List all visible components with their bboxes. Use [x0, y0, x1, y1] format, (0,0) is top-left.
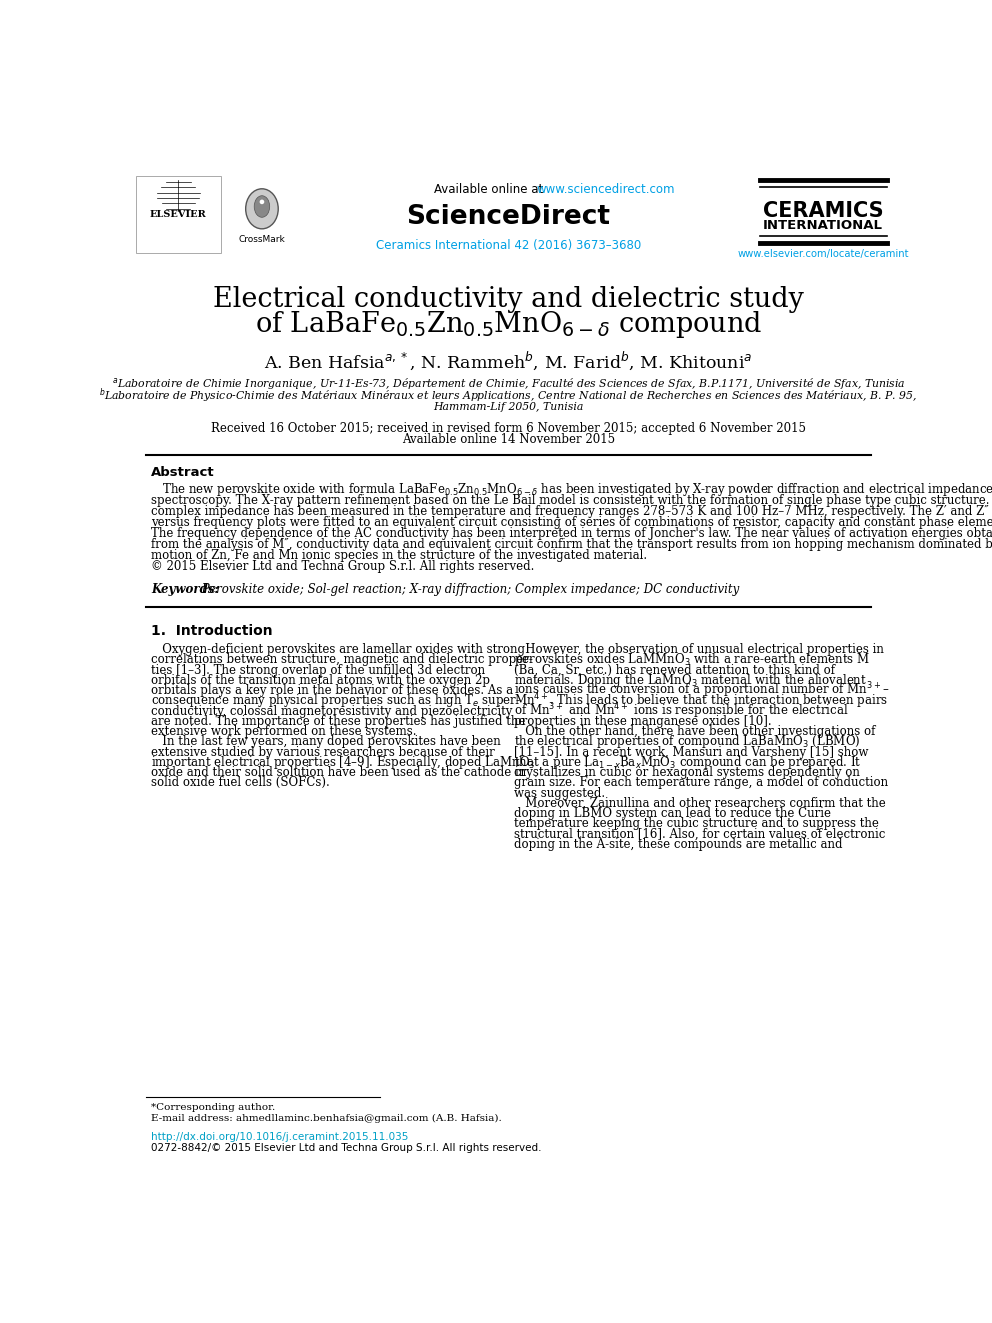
Text: $^{b}$Laboratoire de Physico-Chimie des Matériaux Minéraux et leurs Applications: $^{b}$Laboratoire de Physico-Chimie des … — [99, 386, 918, 405]
Text: www.elsevier.com/locate/ceramint: www.elsevier.com/locate/ceramint — [737, 249, 909, 259]
Text: orbitals of the transition metal atoms with the oxygen 2p: orbitals of the transition metal atoms w… — [151, 673, 490, 687]
Text: Perovskite oxide; Sol-gel reaction; X-ray diffraction; Complex impedance; DC con: Perovskite oxide; Sol-gel reaction; X-ra… — [198, 583, 740, 597]
Text: doping in LBMO system can lead to reduce the Curie: doping in LBMO system can lead to reduce… — [514, 807, 831, 820]
Ellipse shape — [254, 196, 270, 217]
Text: INTERNATIONAL: INTERNATIONAL — [763, 220, 883, 233]
Text: Moreover, Zainullina and other researchers confirm that the: Moreover, Zainullina and other researche… — [514, 796, 886, 810]
Text: spectroscopy. The X-ray pattern refinement based on the Le Bail model is consist: spectroscopy. The X-ray pattern refineme… — [151, 495, 992, 507]
Text: was suggested.: was suggested. — [514, 787, 605, 799]
Text: In the last few years, many doped perovskites have been: In the last few years, many doped perovs… — [151, 736, 501, 749]
Text: extensive work performed on these systems.: extensive work performed on these system… — [151, 725, 417, 738]
Text: structural transition [16]. Also, for certain values of electronic: structural transition [16]. Also, for ce… — [514, 828, 885, 840]
Text: ties [1–3]. The strong overlap of the unfilled 3d electron: ties [1–3]. The strong overlap of the un… — [151, 664, 485, 676]
Text: important electrical properties [4–9]. Especially, doped LaMnO$_3$: important electrical properties [4–9]. E… — [151, 754, 536, 771]
Text: Available online 14 November 2015: Available online 14 November 2015 — [402, 433, 615, 446]
Text: Electrical conductivity and dielectric study: Electrical conductivity and dielectric s… — [213, 286, 804, 314]
Ellipse shape — [246, 189, 278, 229]
Text: CERAMICS: CERAMICS — [763, 201, 883, 221]
Text: correlations between structure, magnetic and dielectric proper-: correlations between structure, magnetic… — [151, 654, 533, 667]
Text: http://dx.doi.org/10.1016/j.ceramint.2015.11.035: http://dx.doi.org/10.1016/j.ceramint.201… — [151, 1131, 409, 1142]
Text: Received 16 October 2015; received in revised form 6 November 2015; accepted 6 N: Received 16 October 2015; received in re… — [211, 422, 806, 435]
Text: Oxygen-deficient perovskites are lamellar oxides with strong: Oxygen-deficient perovskites are lamella… — [151, 643, 525, 656]
Text: 1.  Introduction: 1. Introduction — [151, 624, 273, 638]
Text: the electrical properties of compound LaBaMnO$_3$ (LBMO): the electrical properties of compound La… — [514, 733, 860, 750]
Text: (Ba, Ca, Sr, etc.) has renewed attention to this kind of: (Ba, Ca, Sr, etc.) has renewed attention… — [514, 664, 835, 676]
Text: grain size. For each temperature range, a model of conduction: grain size. For each temperature range, … — [514, 777, 888, 790]
Text: conductivity, colossal magnetoresistivity and piezoelectricity: conductivity, colossal magnetoresistivit… — [151, 705, 513, 717]
Text: $^{a}$Laboratoire de Chimie Inorganique, Ur-11-Es-73, Département de Chimie, Fac: $^{a}$Laboratoire de Chimie Inorganique,… — [111, 377, 906, 392]
Text: Mn$^{4+}$. This leads to believe that the interaction between pairs: Mn$^{4+}$. This leads to believe that th… — [514, 691, 888, 710]
Text: E-mail address: ahmedllaminc.benhafsia@gmail.com (A.B. Hafsia).: E-mail address: ahmedllaminc.benhafsia@g… — [151, 1114, 502, 1123]
Text: The frequency dependence of the AC conductivity has been interpreted in terms of: The frequency dependence of the AC condu… — [151, 527, 992, 540]
Text: extensive studied by various researchers because of their: extensive studied by various researchers… — [151, 746, 495, 758]
Text: Ceramics International 42 (2016) 3673–3680: Ceramics International 42 (2016) 3673–36… — [376, 239, 641, 253]
Text: ions causes the conversion of a proportional number of Mn$^{3+}$–: ions causes the conversion of a proporti… — [514, 681, 890, 700]
Text: materials. Doping the LaMnO$_3$ material with the aliovalent: materials. Doping the LaMnO$_3$ material… — [514, 672, 867, 689]
Text: doping in the A-site, these compounds are metallic and: doping in the A-site, these compounds ar… — [514, 837, 842, 851]
Text: The new perovskite oxide with formula LaBaFe$_{0.5}$Zn$_{0.5}$MnO$_{6-\delta}$ h: The new perovskite oxide with formula La… — [151, 482, 992, 499]
Text: Abstract: Abstract — [151, 467, 214, 479]
Text: perovskites oxides LaMMnO$_3$ with a rare-earth elements M: perovskites oxides LaMMnO$_3$ with a rar… — [514, 651, 870, 668]
Text: are noted. The importance of these properties has justified the: are noted. The importance of these prope… — [151, 714, 526, 728]
Text: that a pure La$_{1-x}$Ba$_x$MnO$_3$ compound can be prepared. It: that a pure La$_{1-x}$Ba$_x$MnO$_3$ comp… — [514, 754, 861, 771]
Text: www.sciencedirect.com: www.sciencedirect.com — [537, 183, 675, 196]
Text: A. Ben Hafsia$^{a,*}$, N. Rammeh$^{b}$, M. Farid$^{b}$, M. Khitouni$^{a}$: A. Ben Hafsia$^{a,*}$, N. Rammeh$^{b}$, … — [264, 349, 753, 372]
Text: motion of Zn, Fe and Mn ionic species in the structure of the investigated mater: motion of Zn, Fe and Mn ionic species in… — [151, 549, 647, 562]
Text: ELSEVIER: ELSEVIER — [150, 210, 206, 218]
Text: of LaBaFe$_{0.5}$Zn$_{0.5}$MnO$_{6-\delta}$ compound: of LaBaFe$_{0.5}$Zn$_{0.5}$MnO$_{6-\delt… — [255, 308, 762, 340]
Text: [11–15]. In a recent work, Mansuri and Varsheny [15] show: [11–15]. In a recent work, Mansuri and V… — [514, 746, 868, 758]
Text: On the other hand, there have been other investigations of: On the other hand, there have been other… — [514, 725, 875, 738]
Text: 0272-8842/© 2015 Elsevier Ltd and Techna Group S.r.l. All rights reserved.: 0272-8842/© 2015 Elsevier Ltd and Techna… — [151, 1143, 542, 1154]
Text: © 2015 Elsevier Ltd and Techna Group S.r.l. All rights reserved.: © 2015 Elsevier Ltd and Techna Group S.r… — [151, 560, 535, 573]
Text: orbitals plays a key role in the behavior of these oxides. As a: orbitals plays a key role in the behavio… — [151, 684, 513, 697]
Text: CrossMark: CrossMark — [238, 235, 286, 245]
Ellipse shape — [260, 200, 264, 204]
Text: properties in these manganese oxides [10].: properties in these manganese oxides [10… — [514, 714, 772, 728]
Text: temperature keeping the cubic structure and to suppress the: temperature keeping the cubic structure … — [514, 818, 879, 831]
Text: However, the observation of unusual electrical properties in: However, the observation of unusual elec… — [514, 643, 884, 656]
Text: of Mn$^{3+}$ and Mn$^{4+}$ ions is responsible for the electrical: of Mn$^{3+}$ and Mn$^{4+}$ ions is respo… — [514, 701, 848, 721]
Text: Keywords:: Keywords: — [151, 583, 219, 597]
Text: versus frequency plots were fitted to an equivalent circuit consisting of series: versus frequency plots were fitted to an… — [151, 516, 992, 529]
Text: Available online at: Available online at — [434, 183, 547, 196]
Text: complex impedance has been measured in the temperature and frequency ranges 278–: complex impedance has been measured in t… — [151, 505, 989, 519]
Text: Hammam-Lif 2050, Tunisia: Hammam-Lif 2050, Tunisia — [434, 402, 583, 411]
Text: from the analysis of M″, conductivity data and equivalent circuit confirm that t: from the analysis of M″, conductivity da… — [151, 538, 992, 552]
Text: crystallizes in cubic or hexagonal systems dependently on: crystallizes in cubic or hexagonal syste… — [514, 766, 860, 779]
Text: consequence many physical properties such as high T$_e$ super-: consequence many physical properties suc… — [151, 692, 521, 709]
Text: *Corresponding author.: *Corresponding author. — [151, 1103, 276, 1111]
Text: ScienceDirect: ScienceDirect — [407, 204, 610, 229]
Text: oxide and their solid solution have been used as the cathode in: oxide and their solid solution have been… — [151, 766, 527, 779]
Text: solid oxide fuel cells (SOFCs).: solid oxide fuel cells (SOFCs). — [151, 777, 330, 790]
Bar — [136, 176, 221, 253]
